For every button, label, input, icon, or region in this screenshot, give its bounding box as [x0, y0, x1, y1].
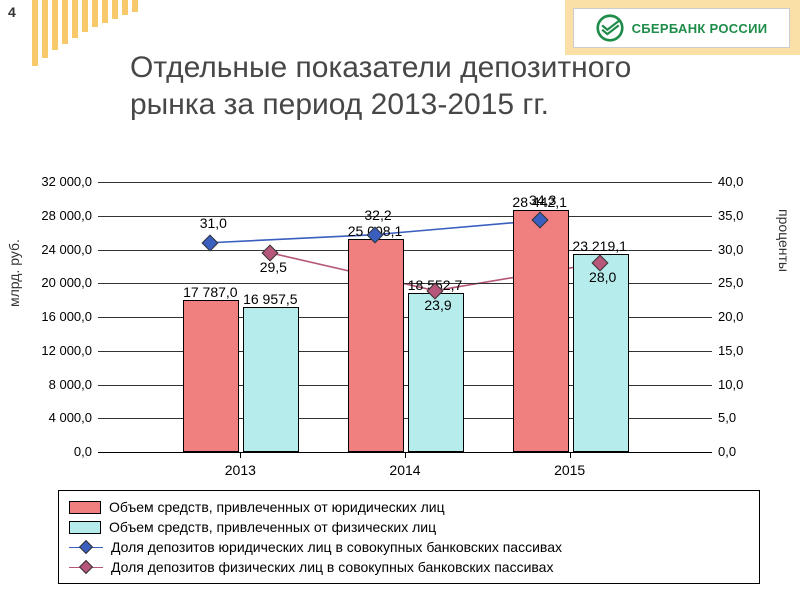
slide-title: Отдельные показатели депозитного рынка з…: [130, 50, 650, 123]
legend-label: Объем средств, привлеченных от физически…: [109, 519, 436, 535]
y1-tick-label: 20 000,0: [36, 275, 92, 290]
bar: [408, 293, 464, 452]
grid-line: [98, 182, 712, 183]
y1-tick-label: 12 000,0: [36, 343, 92, 358]
slide: 4 СБЕРБАНК РОССИИ Отдельные показатели д…: [0, 0, 800, 600]
decorative-bars: [32, 0, 138, 66]
plot-area: 0,04 000,08 000,012 000,016 000,020 000,…: [98, 182, 712, 453]
category-label: 2015: [530, 462, 610, 478]
y1-tick-label: 16 000,0: [36, 309, 92, 324]
category-label: 2013: [200, 462, 280, 478]
bar-value-label: 18 552,7: [400, 277, 470, 293]
y1-tick-label: 32 000,0: [36, 174, 92, 189]
legend-row: Доля депозитов физических лиц в совокупн…: [69, 557, 749, 577]
page-number: 4: [8, 4, 16, 20]
line-value-label: 32,2: [355, 207, 401, 223]
y2-tick-label: 35,0: [718, 208, 758, 223]
line-value-label: 29,5: [250, 259, 296, 275]
y2-axis-title: проценты: [776, 209, 792, 272]
legend-row: Объем средств, привлеченных от физически…: [69, 517, 749, 537]
y1-tick-label: 24 000,0: [36, 242, 92, 257]
legend-swatch: [69, 501, 101, 514]
line-value-label: 28,0: [580, 269, 626, 285]
bar-value-label: 16 957,5: [235, 291, 305, 307]
bar-value-label: 25 008,1: [340, 223, 410, 239]
bar: [183, 300, 239, 452]
legend-label: Доля депозитов физических лиц в совокупн…: [111, 559, 553, 575]
brand-text: СБЕРБАНК РОССИИ: [632, 21, 768, 36]
sberbank-icon: [596, 14, 624, 42]
line-value-label: 31,0: [190, 215, 236, 231]
category-label: 2014: [365, 462, 445, 478]
chart: млрд. руб. проценты 0,04 000,08 000,012 …: [28, 182, 772, 592]
legend-row: Доля депозитов юридических лиц в совокуп…: [69, 537, 749, 557]
legend-swatch: [69, 521, 101, 534]
bar: [243, 307, 299, 452]
bar: [513, 210, 569, 452]
legend: Объем средств, привлеченных от юридическ…: [58, 490, 760, 584]
y2-tick-label: 40,0: [718, 174, 758, 189]
y1-tick-label: 0,0: [36, 444, 92, 459]
y2-tick-label: 5,0: [718, 410, 758, 425]
legend-label: Доля депозитов юридических лиц в совокуп…: [111, 539, 562, 555]
y2-tick-label: 0,0: [718, 444, 758, 459]
bar: [348, 239, 404, 452]
y1-tick-label: 4 000,0: [36, 410, 92, 425]
legend-line-swatch: [69, 560, 103, 574]
line-value-label: 34,3: [520, 192, 566, 208]
line-value-label: 23,9: [415, 297, 461, 313]
y1-axis-title: млрд. руб.: [6, 239, 22, 307]
legend-row: Объем средств, привлеченных от юридическ…: [69, 497, 749, 517]
y2-tick-label: 10,0: [718, 377, 758, 392]
y1-tick-label: 28 000,0: [36, 208, 92, 223]
y2-tick-label: 20,0: [718, 309, 758, 324]
y2-tick-label: 15,0: [718, 343, 758, 358]
brand-logo: СБЕРБАНК РОССИИ: [573, 8, 790, 48]
legend-label: Объем средств, привлеченных от юридическ…: [109, 499, 445, 515]
legend-line-swatch: [69, 540, 103, 554]
y2-tick-label: 30,0: [718, 242, 758, 257]
bar-value-label: 23 219,1: [565, 238, 635, 254]
y1-tick-label: 8 000,0: [36, 377, 92, 392]
y2-tick-label: 25,0: [718, 275, 758, 290]
